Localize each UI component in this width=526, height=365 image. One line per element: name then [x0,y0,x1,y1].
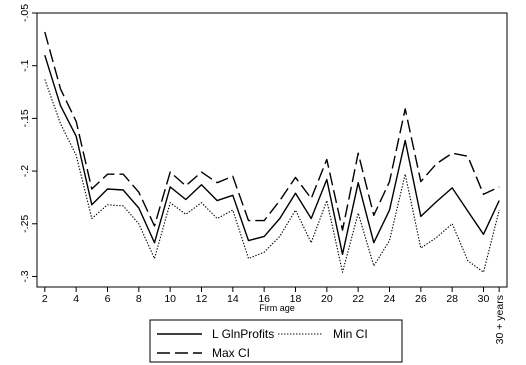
series-layer [44,31,500,273]
plot-border [36,12,508,288]
x-tick-label: 12 [196,293,208,305]
x-tick-label: 26 [415,293,427,305]
legend-box [149,319,403,363]
x-tick-label: 24 [384,293,396,305]
series-line-max-ci [44,31,500,231]
x-tick-label: 16 [258,293,270,305]
y-tick-label: -.05 [19,4,31,22]
y-tick-label: -.25 [19,215,31,233]
x-axis: 2 4 6 8 10 12 14 16 18 20 22 24 26 28 30 30 + years [42,287,506,344]
y-tick-label: -.15 [19,109,31,127]
x-tick-label: 2 [42,293,48,305]
x-tick-label: 14 [227,293,239,305]
legend: L GlnProfits Min CI Max CI [149,319,403,363]
x-tick-label: 30 + years [494,295,506,344]
legend-label: Max CI [212,346,250,360]
x-tick-label: 20 [321,293,333,305]
y-axis: -.3 -.25 -.2 -.15 -.1 -.05 [19,4,37,283]
x-tick-label: 18 [290,293,302,305]
legend-label: Min CI [333,327,368,341]
x-tick-label: 28 [446,293,458,305]
x-tick-label: 10 [164,293,176,305]
x-tick-label: 6 [105,293,111,305]
x-tick-label: 8 [136,293,142,305]
x-tick-label: 4 [73,293,79,305]
plot-area [36,12,508,288]
y-tick-label: -.1 [19,59,31,71]
series-line-min-ci [44,79,500,273]
series-line-l-glnprofits [44,54,500,256]
y-tick-label: -.3 [19,270,31,282]
x-tick-label: 22 [352,293,364,305]
x-tick-label: 30 [478,293,490,305]
x-axis-label: Firm age [259,303,295,313]
legend-label: L GlnProfits [212,327,274,341]
y-tick-label: -.2 [19,165,31,177]
